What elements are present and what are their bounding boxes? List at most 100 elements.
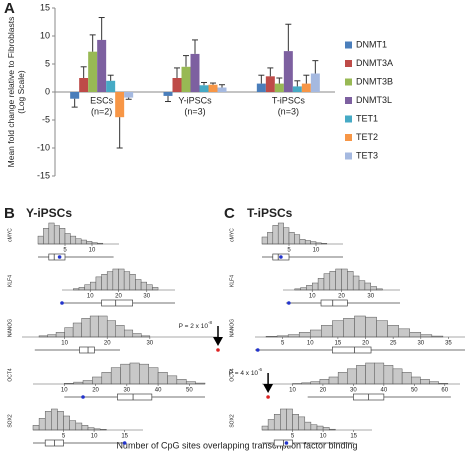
histogram-bar [106,320,116,338]
histogram-bar [365,316,377,338]
annotation-arrowhead [263,384,274,393]
observed-point [255,348,260,352]
histogram-bar [332,320,344,338]
x-tick-label: 5 [291,434,295,440]
legend-label: DNMT3A [356,58,393,68]
legend-swatch [345,97,352,104]
histogram-bar [82,380,93,385]
bar [190,53,200,92]
histogram-bar [70,235,77,245]
histogram-bar [55,332,65,338]
x-tick-label: 20 [338,294,345,300]
histogram-bar [167,375,178,385]
annotation: P = 2 x 10-8 [179,320,213,330]
histogram-bar [347,368,357,385]
histogram-bar [75,422,83,431]
error-bar [192,39,198,54]
histogram-bar [374,362,385,385]
gene-label: OCT4 [7,368,13,382]
error-bar [71,98,78,108]
histogram-bar [310,381,321,385]
x-tick-label: 30 [123,388,130,394]
histogram-bar [411,376,421,385]
gene-label: cMYC [7,228,13,242]
histogram-bar [354,315,366,338]
x-tick-label: 10 [320,434,327,440]
histogram-bar [365,362,375,385]
histogram-bar [329,271,336,291]
bar [217,87,227,92]
x-tick-label: 15 [335,341,342,347]
annotation-exponent: -8 [208,320,212,325]
annotation-text: P = 2 x 10 [179,323,209,330]
error-bar [98,17,105,40]
histogram-bar [288,232,295,245]
bar [88,51,98,92]
bar [181,66,191,92]
x-axis-label: Number of CpG sites overlapping transcri… [116,440,357,450]
observed-point [216,348,220,352]
histogram-bar [358,280,366,291]
x-tick-label: 60 [441,388,448,394]
x-tick-label: 25 [390,341,397,347]
histogram-bar [261,236,268,245]
x-tick-label: 20 [320,388,327,394]
histogram-bar [392,368,403,385]
error-bar [125,97,132,100]
histogram-bar [370,286,377,291]
bar [106,80,116,92]
y-tick-label: 15 [40,2,50,12]
x-tick-label: 50 [411,388,418,394]
bar [124,92,134,98]
histogram-bar [47,334,57,338]
box [117,393,153,401]
gene-label: KLF4 [229,275,235,287]
bar [310,73,320,92]
histogram-bar [300,287,307,291]
histogram-bar [317,278,325,291]
histogram-bar [53,225,60,245]
legend-swatch [345,115,352,123]
histogram-bar [140,281,148,291]
x-tick-label: 20 [92,388,99,394]
x-tick-label: 30 [417,341,424,347]
histogram-bar [129,274,136,291]
histogram-bar [118,268,125,291]
histogram-bar [304,421,312,431]
x-tick-label: 30 [146,341,153,347]
histogram-bar [321,325,333,338]
histogram-bar [343,318,355,338]
x-tick-note: (n=3) [184,106,205,116]
y-axis-label-line: (Log Scale) [16,70,26,114]
histogram-bar [135,279,142,291]
legend-label: TET1 [356,113,378,123]
box [101,299,133,307]
histogram-bar [101,274,108,291]
error-bar [116,117,123,149]
histogram-bar [347,271,354,291]
x-tick-label: 30 [367,294,374,300]
legend-swatch [345,60,352,67]
legend-label: TET2 [356,132,378,142]
histogram-bar [95,276,102,291]
x-tick-label: 20 [362,341,369,347]
box [320,299,348,307]
histogram-bar [420,379,430,385]
x-tick-label: 10 [89,248,96,254]
histogram-bar [267,419,275,431]
histogram-bar [43,228,50,245]
y-tick-label: -15 [37,170,50,180]
box [79,346,95,354]
histogram-bar [37,235,44,245]
error-bar [165,95,171,103]
histogram-bar [90,281,97,291]
error-bar [174,67,180,78]
histogram-bar [44,411,52,431]
legend-label: DNMT3B [356,76,393,86]
histogram-bar [132,333,142,338]
x-tick-note: (n=3) [278,106,299,116]
histogram-bar [273,414,281,431]
x-tick-label: 10 [91,434,98,440]
panel-title: T-iPSCs [247,206,293,220]
histogram-bar [316,425,324,431]
